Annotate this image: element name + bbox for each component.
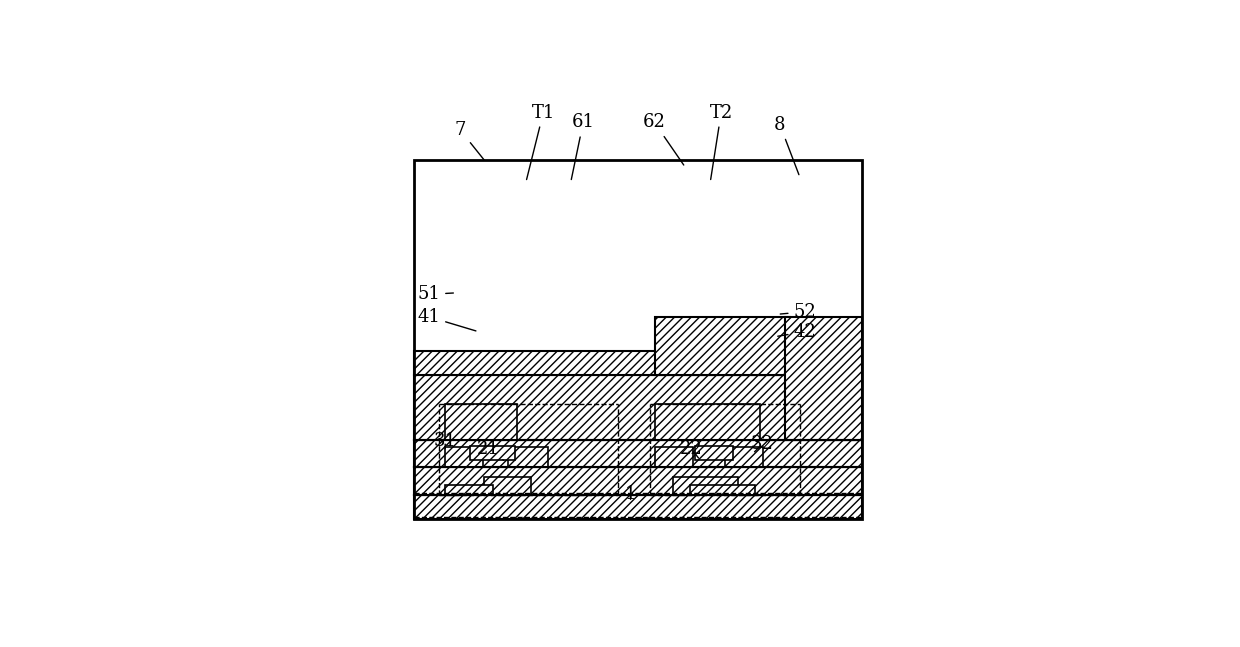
Bar bbox=[414, 351, 862, 375]
Text: 51: 51 bbox=[418, 285, 454, 303]
Text: 21: 21 bbox=[477, 440, 503, 460]
Bar bbox=[656, 317, 790, 375]
Bar bbox=[414, 494, 862, 518]
Bar bbox=[673, 477, 738, 494]
Text: 52: 52 bbox=[780, 303, 816, 321]
Bar bbox=[470, 446, 515, 459]
Text: T2: T2 bbox=[709, 104, 733, 179]
Bar bbox=[508, 446, 548, 467]
Text: 42: 42 bbox=[777, 323, 816, 341]
Text: 22: 22 bbox=[680, 440, 703, 458]
Bar bbox=[414, 160, 862, 518]
Bar bbox=[725, 446, 763, 467]
Bar bbox=[484, 477, 531, 494]
Bar bbox=[785, 317, 862, 440]
Text: 31: 31 bbox=[434, 432, 456, 450]
Bar bbox=[656, 404, 760, 440]
Text: 41: 41 bbox=[418, 308, 476, 331]
Bar bbox=[445, 485, 492, 494]
Bar bbox=[691, 485, 755, 494]
Text: 32: 32 bbox=[751, 435, 774, 453]
Bar bbox=[445, 446, 482, 467]
Bar bbox=[414, 375, 862, 440]
Bar bbox=[414, 467, 862, 494]
Text: 62: 62 bbox=[644, 113, 683, 165]
Text: 61: 61 bbox=[572, 113, 595, 180]
Text: 1: 1 bbox=[625, 485, 636, 503]
Bar bbox=[414, 440, 862, 467]
Bar bbox=[445, 404, 517, 440]
Bar bbox=[696, 446, 733, 459]
Bar bbox=[656, 446, 693, 467]
Text: T1: T1 bbox=[527, 104, 556, 180]
Text: 8: 8 bbox=[774, 116, 799, 175]
Text: 7: 7 bbox=[454, 121, 485, 160]
